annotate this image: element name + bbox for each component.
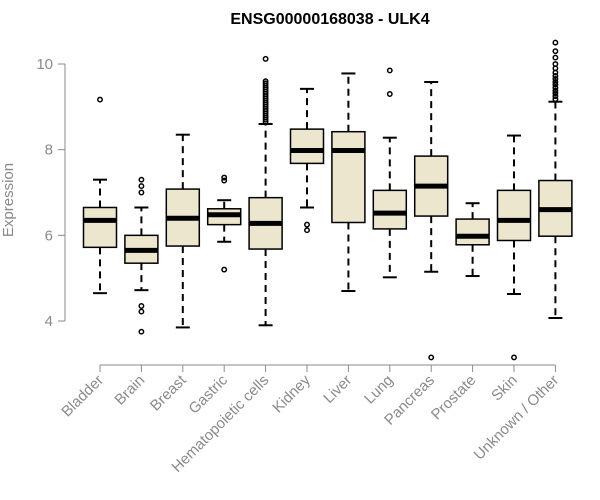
y-axis: 4 6 8 10 (36, 56, 66, 330)
outlier-point (552, 76, 559, 82)
box-gastric (206, 174, 242, 273)
x-tick-label: Bladder (58, 372, 107, 421)
outlier-point (138, 189, 145, 196)
outlier-point (138, 176, 145, 183)
outlier-point (221, 177, 228, 184)
x-tick-label: Kidney (269, 371, 314, 416)
box-hematopoietic-cells (248, 55, 283, 327)
x-tick-label: Brain (111, 372, 148, 409)
boxes-group (82, 39, 573, 361)
x-tick-label: Prostate (428, 372, 480, 424)
outlier-point (138, 183, 145, 190)
x-tick-label: Lung (361, 372, 397, 408)
outlier-point (552, 69, 559, 76)
box-bladder (82, 96, 118, 295)
outlier-point (386, 91, 393, 97)
iqr-box (496, 189, 532, 242)
box-lung (372, 67, 408, 279)
outlier-point (304, 221, 310, 228)
outlier-point (138, 308, 145, 315)
x-tick-label: Liver (320, 372, 355, 407)
outlier-point (552, 96, 559, 103)
outlier-point (221, 266, 228, 273)
outlier-point (552, 79, 559, 85)
y-tick-label: 6 (45, 227, 53, 244)
outlier-point (138, 303, 145, 309)
box-skin (496, 134, 532, 361)
box-pancreas (413, 81, 449, 361)
box-prostate (455, 202, 490, 278)
outlier-point (304, 227, 310, 234)
outlier-point (552, 73, 559, 79)
box-liver (331, 72, 366, 293)
outlier-point (262, 116, 269, 123)
box-kidney (289, 87, 325, 234)
box-brain (124, 176, 159, 335)
y-tick-label: 10 (36, 56, 53, 73)
y-tick-label: 4 (45, 313, 53, 330)
y-tick-label: 8 (45, 142, 53, 159)
outlier-point (511, 354, 517, 361)
iqr-box (331, 130, 366, 224)
iqr-box (289, 128, 325, 165)
outlier-point (221, 174, 228, 181)
outlier-point (138, 328, 145, 335)
outlier-point (552, 90, 559, 97)
iqr-box (455, 218, 490, 246)
chart-title: ENSG00000168038 - ULK4 (230, 11, 429, 28)
outlier-point (552, 81, 559, 88)
box-unknown-other (538, 39, 573, 320)
iqr-box (82, 206, 118, 249)
outlier-point (552, 84, 559, 91)
outlier-point (262, 118, 269, 125)
outlier-point (552, 54, 559, 61)
outlier-point (552, 39, 559, 46)
box-breast (165, 133, 201, 329)
outlier-point (97, 96, 103, 103)
outlier-point (428, 354, 435, 361)
outlier-point (386, 67, 393, 74)
y-axis-label: Expression (0, 163, 17, 237)
x-tick-label: Skin (488, 372, 521, 405)
outlier-point (552, 93, 559, 100)
x-tick-label: Breast (147, 371, 190, 414)
outlier-point (262, 55, 269, 62)
outlier-point (552, 48, 559, 55)
iqr-box (372, 189, 408, 230)
outlier-point (552, 87, 559, 94)
